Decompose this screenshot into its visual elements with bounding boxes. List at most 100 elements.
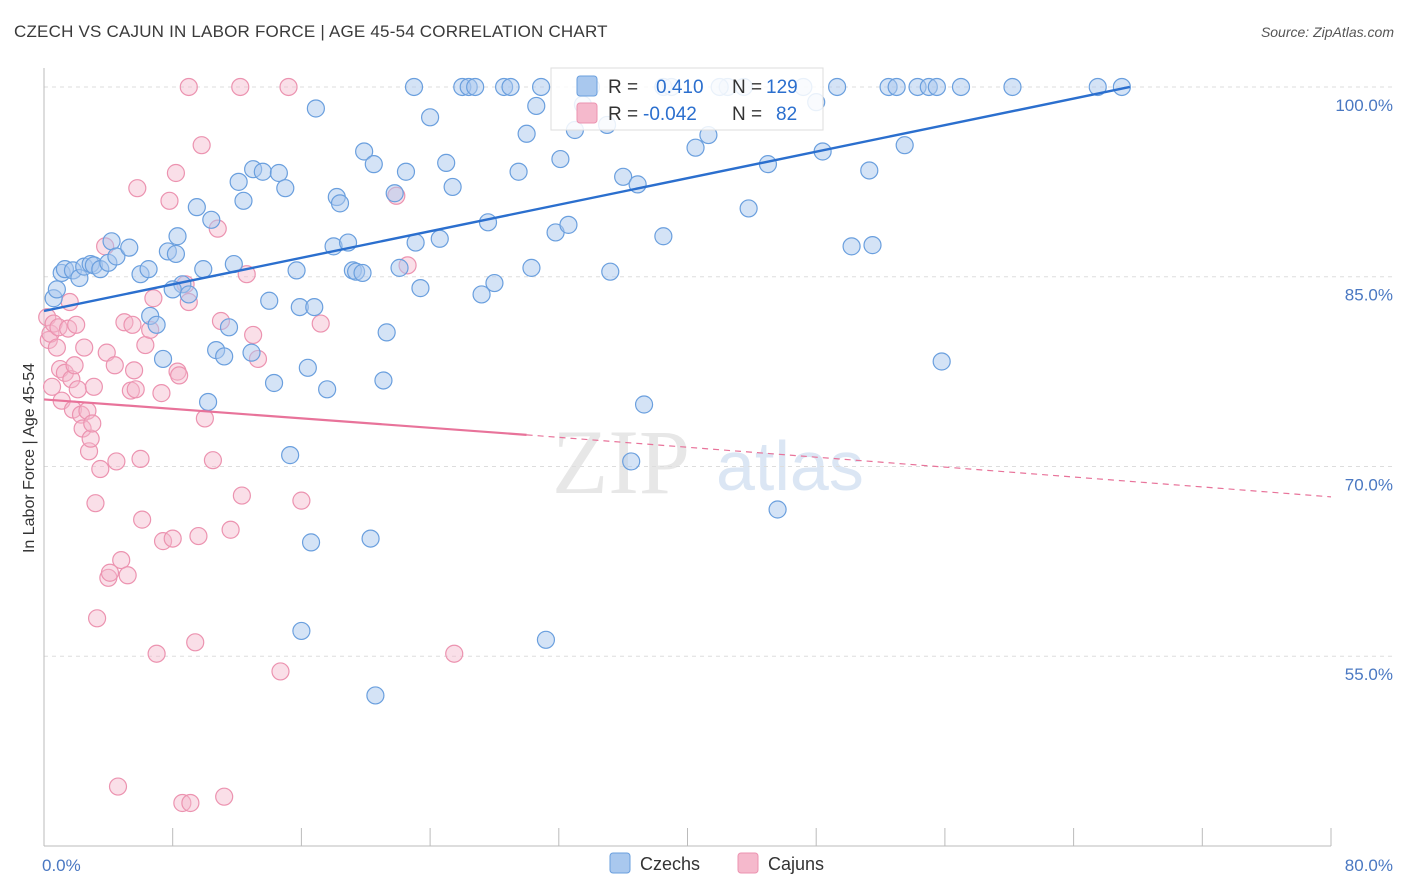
- czech-point: [404, 77, 424, 97]
- czech-point: [430, 229, 449, 248]
- czech-point: [421, 108, 440, 127]
- czech-point: [509, 162, 528, 181]
- czech-point: [385, 184, 404, 203]
- czech-point: [377, 323, 396, 342]
- czechs-legend-swatch[interactable]: [609, 852, 631, 874]
- czech-point: [253, 162, 272, 181]
- cajun-trend-extension: [526, 434, 1332, 498]
- czech-point: [863, 236, 882, 255]
- cajun-point: [49, 318, 68, 337]
- czech-point: [932, 352, 951, 371]
- czech-point: [107, 247, 126, 266]
- czech-point: [951, 77, 971, 97]
- cajun-point: [215, 787, 234, 806]
- czech-point: [194, 260, 213, 279]
- czech-point: [318, 380, 337, 399]
- czech-point: [927, 77, 946, 97]
- cajun-point: [231, 77, 250, 97]
- czechs-legend-label[interactable]: Czechs: [640, 854, 700, 874]
- czech-legend-swatch: [576, 75, 598, 97]
- cajun-point: [91, 459, 110, 479]
- czech-point: [532, 77, 551, 97]
- cajun-point: [445, 644, 464, 663]
- czech-point: [219, 318, 239, 337]
- cajun-point: [84, 377, 103, 396]
- cajun-point: [86, 494, 105, 513]
- y-tick-label: 85.0%: [1345, 286, 1393, 305]
- cajun-point: [112, 551, 131, 570]
- y-tick-label: 55.0%: [1345, 665, 1393, 684]
- cajuns-legend-label[interactable]: Cajuns: [768, 854, 824, 874]
- czech-point: [501, 77, 520, 97]
- czech-point: [301, 533, 321, 552]
- cajun-point: [68, 380, 87, 399]
- cajun-points: [38, 77, 464, 813]
- czech-point: [860, 161, 879, 180]
- czech-point: [601, 262, 620, 281]
- cajun-point: [87, 609, 107, 628]
- cajun-point: [81, 429, 100, 448]
- czech-point: [390, 258, 409, 277]
- cajun-point: [100, 563, 120, 582]
- cajun-point: [189, 526, 208, 546]
- czech-point: [842, 237, 861, 256]
- czech-point: [1003, 77, 1022, 97]
- cajuns-legend-swatch[interactable]: [737, 852, 759, 874]
- czech-point: [102, 232, 121, 251]
- y-tick-label: 100.0%: [1335, 96, 1393, 115]
- czech-point: [242, 343, 261, 362]
- czech-n-value: 129: [766, 77, 798, 98]
- czech-point: [215, 347, 234, 366]
- x-tick-label-min: 0.0%: [42, 856, 81, 875]
- czech-point: [559, 215, 578, 234]
- stats-legend: R = 0.410 N = 129 R = -0.042 N = 82: [550, 67, 824, 131]
- czech-point: [536, 630, 556, 649]
- czech-point: [517, 124, 536, 143]
- czech-point: [614, 167, 633, 186]
- czech-point: [622, 452, 641, 471]
- czech-point: [527, 96, 546, 116]
- cajun-point: [144, 289, 163, 308]
- cajun-point: [147, 644, 166, 663]
- y-axis-label: In Labor Force | Age 45-54: [21, 363, 38, 553]
- czech-point: [361, 529, 380, 548]
- cajun-point: [124, 361, 144, 380]
- cajun-point: [221, 520, 240, 539]
- cajun-point: [126, 380, 145, 399]
- cajun-point: [170, 366, 189, 385]
- czech-point: [634, 395, 654, 414]
- trend-lines: [43, 85, 1332, 498]
- czech-point: [305, 297, 324, 317]
- cajun-point: [128, 179, 147, 198]
- czech-point: [366, 686, 385, 705]
- czech-r-label: R =: [608, 77, 638, 98]
- czech-point: [1112, 77, 1131, 97]
- czech-point: [686, 138, 705, 157]
- cajun-trend-line: [43, 398, 527, 436]
- cajun-point: [75, 338, 94, 357]
- cajun-point: [311, 314, 330, 333]
- czech-point: [47, 280, 66, 299]
- cajun-point: [163, 529, 182, 548]
- czech-point: [364, 155, 383, 174]
- watermark-zip: ZIP: [552, 411, 690, 513]
- cajun-r-value: -0.042: [643, 104, 697, 125]
- czech-point: [1088, 77, 1107, 97]
- x-ticks: [172, 828, 1332, 846]
- cajun-point: [123, 315, 142, 334]
- czech-point: [120, 238, 139, 257]
- cajun-n-label: N =: [732, 104, 762, 125]
- czech-point: [768, 500, 787, 519]
- x-tick-label-max: 80.0%: [1345, 856, 1393, 875]
- czech-point: [443, 177, 462, 197]
- czech-point: [330, 194, 350, 213]
- czech-point: [281, 446, 300, 465]
- czech-point: [654, 227, 673, 246]
- cajun-point: [83, 414, 102, 433]
- czech-point: [292, 621, 311, 641]
- czech-point: [485, 273, 504, 293]
- cajun-point: [108, 777, 128, 796]
- czech-point: [522, 258, 541, 277]
- cajun-point: [67, 315, 86, 334]
- czech-point: [739, 199, 758, 218]
